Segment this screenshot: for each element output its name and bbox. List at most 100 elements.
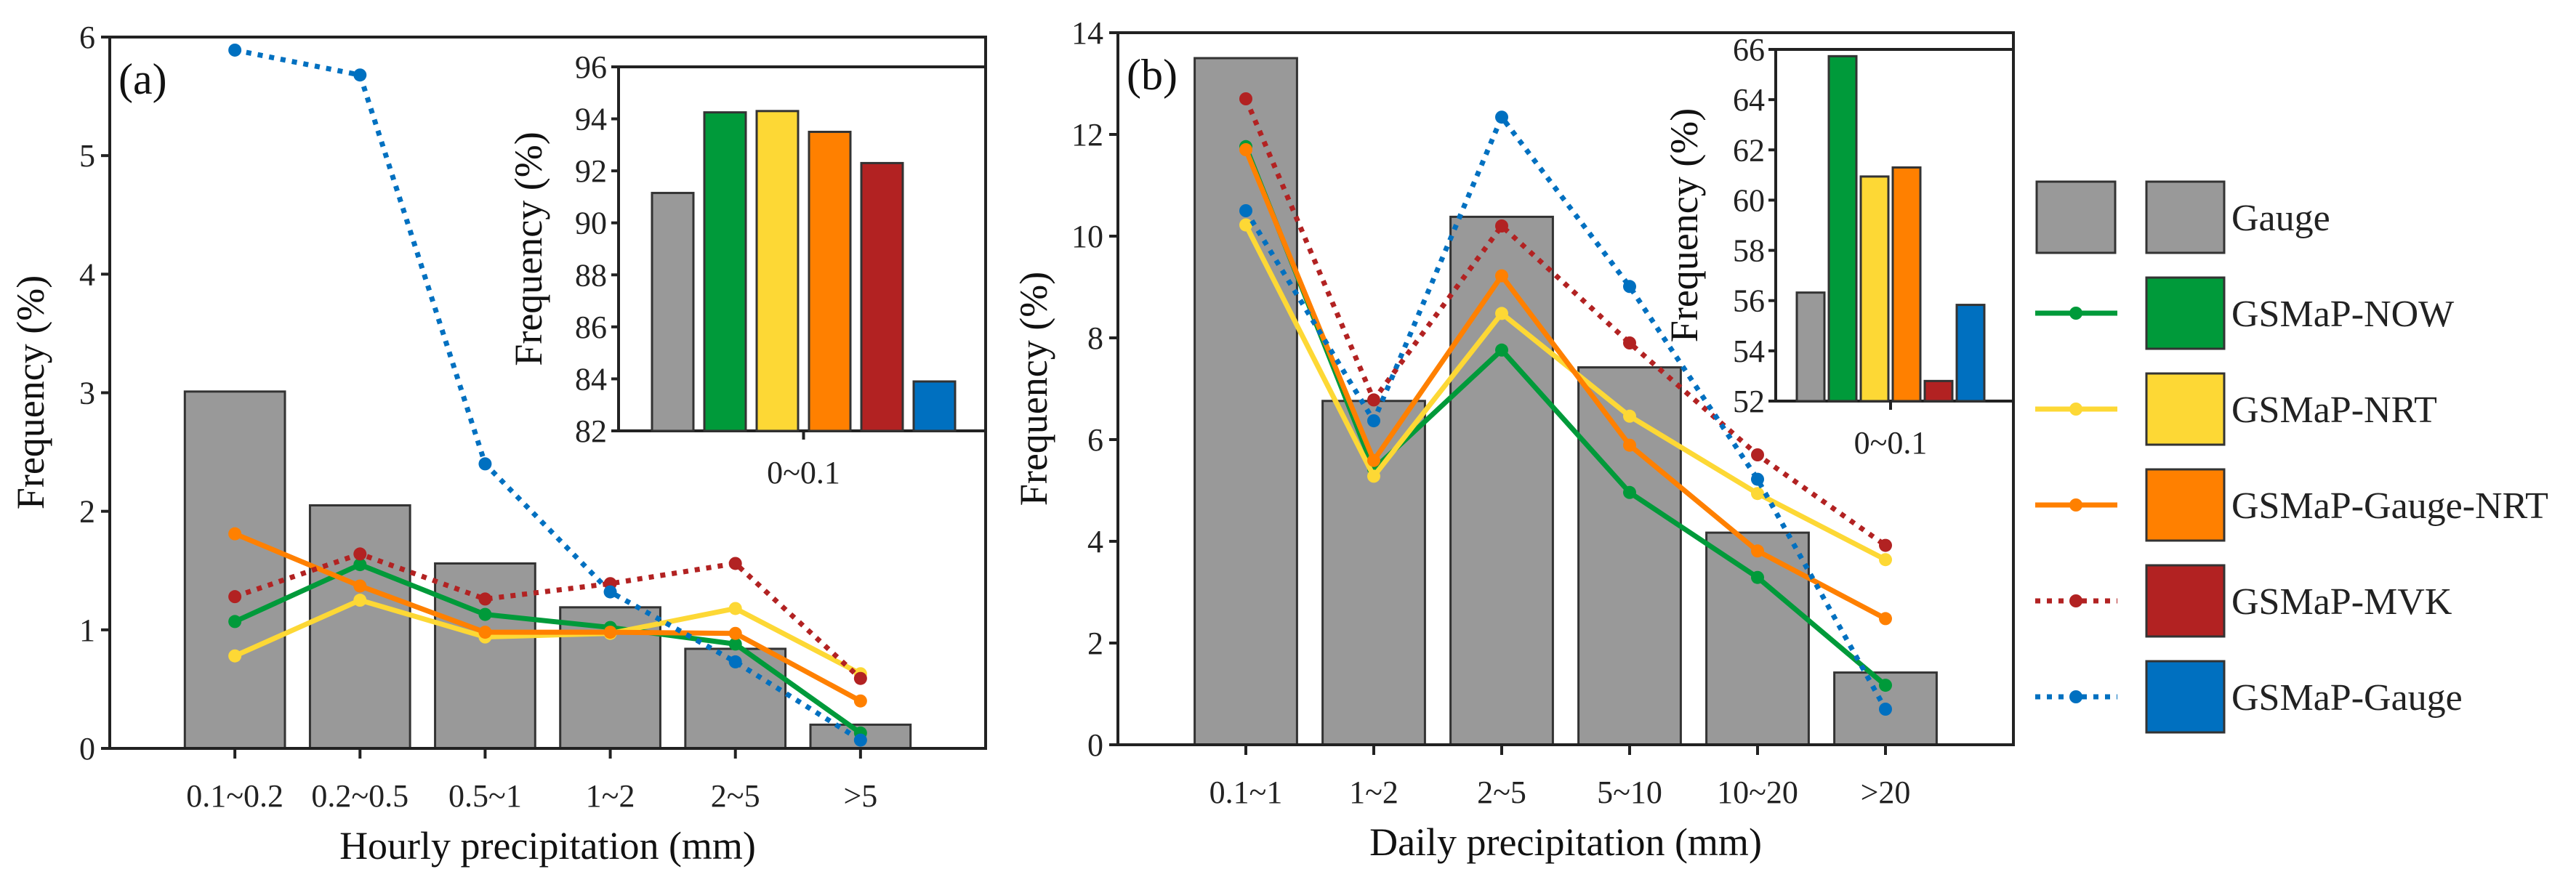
point-gsmap-mvk-1-2	[1367, 393, 1380, 407]
point-gsmap-now-0-2-0-5	[353, 558, 367, 572]
inset-chart: 82 84 86 88 90 92 94 96 0~0.1 Frequency (%)	[507, 49, 987, 490]
inset-x-tick-label: 0~0.1	[767, 455, 840, 490]
y-tick-label: 12	[1071, 117, 1103, 153]
y-tick-label: 2	[1087, 626, 1103, 661]
inset-bar-gauge	[651, 192, 695, 432]
point-gsmap-now-2-5	[728, 637, 742, 651]
y-tick-label: 8	[1087, 320, 1103, 356]
legend-item-gauge: Gauge	[2035, 180, 2330, 254]
inset-y-tick-label: 66	[1733, 32, 1765, 68]
inset-y-tick-label: 82	[575, 413, 607, 449]
point-gsmap-gauge-nrt-2-5	[728, 626, 742, 640]
point-gsmap-nrt-2-5	[728, 602, 742, 615]
y-tick-label: 4	[1087, 524, 1103, 559]
bar-gauge-2-5	[1449, 215, 1554, 746]
y-tick-label: 0	[79, 731, 95, 767]
inset-y-tick-label: 92	[575, 153, 607, 189]
legend-marker	[2069, 498, 2082, 512]
inset-bar-gsmap-mvk	[1923, 379, 1954, 403]
inset-y-tick-label: 86	[575, 310, 607, 345]
bar-gauge-10-20	[1705, 531, 1810, 746]
line-gsmap-gauge	[234, 47, 862, 743]
point-gsmap-mvk-5-10	[1623, 336, 1636, 349]
point-gsmap-gauge-nrt-0-1-0-2	[228, 527, 242, 541]
panel-label: (a)	[118, 55, 167, 103]
inset-y-tick-label: 54	[1733, 334, 1765, 369]
bar-gauge-0-2-0-5	[308, 504, 411, 750]
inset-bar-gsmap-now	[1827, 54, 1858, 403]
point-gsmap-gauge-nrt-10-20	[1751, 544, 1764, 558]
inset-bar-gsmap-nrt	[755, 110, 800, 432]
point-gsmap-gauge-nrt-1-2	[603, 626, 617, 639]
legend-label: GSMaP-Gauge	[2231, 677, 2463, 719]
y-tick-label: 2	[79, 494, 95, 530]
inset-bar-gsmap-mvk	[860, 161, 904, 432]
x-tick-label: 0.1~0.2	[186, 778, 283, 814]
point-gsmap-mvk-0-2-0-5	[353, 547, 367, 561]
y-tick-label: 0	[1087, 727, 1103, 763]
point-gsmap-now-0-5-1	[478, 607, 492, 621]
inset-y-axis-title: Frequency (%)	[1662, 108, 1706, 342]
point-gsmap-gauge-nrt-1-2	[1367, 453, 1380, 467]
point-gsmap-now-2-5	[1495, 343, 1508, 357]
point-gsmap-mvk-2-5	[1495, 219, 1508, 233]
y-tick-label: 6	[1087, 422, 1103, 458]
legend-item-gsmap-gauge-nrt: GSMaP-Gauge-NRT	[2035, 468, 2548, 542]
x-tick-label: 0.1~1	[1209, 775, 1283, 810]
point-gsmap-gauge-nrt-20	[1879, 612, 1892, 626]
x-tick-label: 1~2	[586, 778, 635, 814]
inset-y-tick-label: 58	[1733, 233, 1765, 269]
point-gsmap-gauge-0-5-1	[478, 457, 492, 471]
point-gsmap-now-5-10	[1623, 485, 1636, 499]
point-gsmap-gauge-5	[853, 733, 867, 747]
legend-item-gsmap-now: GSMaP-NOW	[2035, 276, 2454, 350]
legend-marker	[2069, 690, 2082, 703]
y-axis-title: Frequency (%)	[1012, 272, 1055, 506]
point-gsmap-gauge-nrt-0-2-0-5	[353, 579, 367, 593]
legend-label: GSMaP-Gauge-NRT	[2231, 485, 2548, 527]
panel-b-daily: 0 2 4 6 8 10 12 14 0.1~1 1~2 2~5 5~10 10~20 >20 Daily …	[1012, 15, 2015, 864]
line-gsmap-now	[233, 562, 862, 735]
legend-label: GSMaP-MVK	[2231, 581, 2452, 623]
point-gsmap-nrt-0-1-0-2	[228, 649, 242, 663]
line-gsmap-nrt	[233, 597, 862, 676]
legend-item-gsmap-nrt: GSMaP-NRT	[2035, 372, 2437, 446]
inset-bar-gsmap-gauge	[1955, 304, 1986, 403]
inset-bar-gsmap-nrt	[1859, 175, 1890, 403]
legend-bar-swatch	[2035, 180, 2117, 254]
point-gsmap-gauge-1-2	[1367, 414, 1380, 428]
inset-y-tick-label: 64	[1733, 82, 1765, 118]
inset-x-tick-label: 0~0.1	[1854, 425, 1928, 461]
point-gsmap-gauge-0-2-0-5	[353, 68, 367, 82]
point-gsmap-mvk-10-20	[1751, 448, 1764, 461]
legend-label: GSMaP-NOW	[2231, 294, 2454, 335]
point-gsmap-nrt-0-1-1	[1239, 218, 1252, 232]
point-gsmap-gauge-0-1-0-2	[228, 43, 242, 57]
line-gsmap-nrt	[1243, 224, 1887, 562]
bar-gauge-0-1-1	[1194, 57, 1298, 746]
legend-color-patch	[2145, 276, 2226, 350]
legend-color-patch	[2145, 564, 2226, 638]
point-gsmap-gauge-0-1-1	[1239, 204, 1252, 217]
point-gsmap-mvk-2-5	[728, 557, 742, 570]
legend-item-gsmap-mvk: GSMaP-MVK	[2035, 564, 2452, 638]
legend-color-patch	[2145, 372, 2226, 446]
panel-a-hourly: 0 1 2 3 4 5 6 0.1~0.2 0.2~0.5 0.5~1 1~2 2~5 >5 Hourly…	[9, 20, 987, 868]
x-tick-label: >5	[843, 778, 877, 814]
legend-label: Gauge	[2231, 198, 2330, 239]
point-gsmap-gauge-2-5	[728, 655, 742, 668]
point-gsmap-gauge-nrt-2-5	[1495, 269, 1508, 283]
bar-gauge-0-1-0-2	[183, 390, 286, 750]
panel-label: (b)	[1127, 51, 1178, 99]
inset-y-tick-label: 62	[1733, 132, 1765, 168]
point-gsmap-nrt-1-2	[1367, 469, 1380, 483]
line-gsmap-now	[1243, 145, 1888, 687]
inset-y-axis-title: Frequency (%)	[507, 132, 550, 365]
bar-gauge-1-2	[1321, 400, 1426, 746]
line-gsmap-mvk	[1243, 97, 1888, 548]
legend-marker	[2069, 403, 2082, 416]
point-gsmap-nrt-2-5	[1495, 307, 1508, 320]
point-gsmap-mvk-0-5-1	[478, 592, 492, 606]
point-gsmap-gauge-1-2	[603, 585, 617, 599]
